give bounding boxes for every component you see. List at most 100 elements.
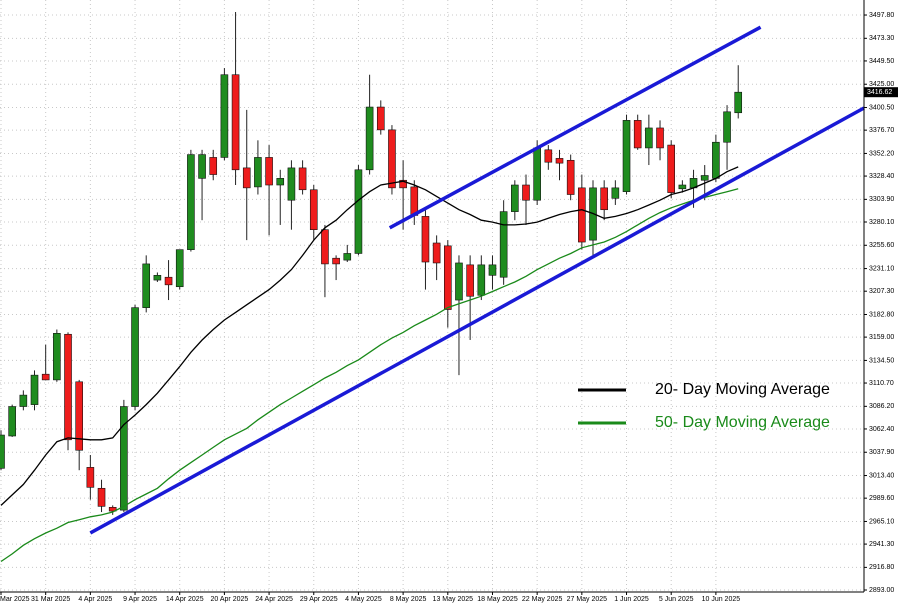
candle-body <box>410 186 419 216</box>
candle-body <box>343 253 352 261</box>
candle-body <box>175 249 184 288</box>
x-tick-label: 9 Apr 2025 <box>123 596 157 603</box>
candle-body <box>287 167 296 201</box>
candle-body <box>120 406 128 511</box>
y-tick-label: 3134.50 <box>869 357 894 364</box>
candle-body <box>19 394 28 407</box>
x-tick-label: 24 Apr 2025 <box>255 596 293 603</box>
candle-body <box>254 157 262 188</box>
candle-body <box>198 154 206 179</box>
x-tick-label: 27 May 2025 <box>567 596 608 603</box>
y-tick-label: 2965.10 <box>869 518 894 525</box>
x-tick-label: 14 Apr 2025 <box>166 596 204 603</box>
y-tick-label: 3110.70 <box>869 380 894 387</box>
candle-body <box>30 374 39 405</box>
candle-body <box>309 189 318 230</box>
legend-label: 20- Day Moving Average <box>655 381 830 398</box>
x-tick-label: 29 Apr 2025 <box>300 596 338 603</box>
x-tick-label: 5 Jun 2025 <box>659 596 694 603</box>
candle-body <box>667 144 676 193</box>
candle-body <box>432 242 441 264</box>
y-tick-label: 3037.90 <box>869 449 894 456</box>
candle-body <box>108 506 117 512</box>
legend-label: 50- Day Moving Average <box>655 414 830 431</box>
candle-body <box>443 245 452 310</box>
y-tick-label: 3303.90 <box>869 196 894 203</box>
candle-body <box>209 157 218 175</box>
candle-body <box>712 141 720 179</box>
x-tick-label: 22 May 2025 <box>522 596 563 603</box>
x-tick-label: 4 Apr 2025 <box>78 596 112 603</box>
candle-body <box>734 91 743 114</box>
candle-body <box>544 149 553 163</box>
trendline <box>388 25 762 230</box>
price-tag <box>864 87 898 98</box>
candle-body <box>187 154 195 250</box>
y-tick-label: 3449.50 <box>869 58 894 65</box>
candle-body <box>131 307 139 407</box>
y-tick-label: 3231.10 <box>869 265 894 272</box>
candle-body <box>365 106 374 171</box>
x-tick-label: 10 Jun 2025 <box>702 596 741 603</box>
candle-body <box>75 381 83 451</box>
y-tick-label: 2941.30 <box>869 541 894 548</box>
candle-body <box>142 263 151 308</box>
price-tag-label: 3416.62 <box>867 89 892 96</box>
candle-body <box>0 434 5 469</box>
candle-body <box>86 467 95 488</box>
candle-body <box>466 264 474 297</box>
candle-body <box>276 178 285 186</box>
y-tick-label: 3207.30 <box>869 288 894 295</box>
y-tick-label: 2893.00 <box>869 587 894 594</box>
candle-body <box>8 406 16 437</box>
y-tick-label: 3352.20 <box>869 150 894 157</box>
candle-body <box>477 264 486 296</box>
candle-body <box>64 333 72 441</box>
x-tick-label: 31 Mar 2025 <box>31 596 70 603</box>
candle-body <box>265 157 273 186</box>
candle-body <box>332 257 340 265</box>
candle-body <box>388 129 396 189</box>
candle-body <box>700 175 709 181</box>
y-tick-label: 3086.20 <box>869 403 894 410</box>
y-tick-label: 3255.60 <box>869 242 894 249</box>
candle-body <box>399 179 407 189</box>
candle-body <box>723 111 731 143</box>
y-tick-label: 3280.10 <box>869 219 894 226</box>
candle-body <box>533 147 541 201</box>
candle-body <box>633 120 642 149</box>
candle-body <box>421 216 430 263</box>
candle-body <box>566 159 575 195</box>
y-tick-label: 3425.00 <box>869 81 894 88</box>
y-tick-label: 3328.40 <box>869 173 894 180</box>
candle-body <box>511 184 519 212</box>
candle-body <box>578 187 586 243</box>
candle-body <box>499 211 508 278</box>
candle-body <box>522 184 530 201</box>
candle-body <box>97 487 106 507</box>
candle-body <box>41 373 50 381</box>
candle-body <box>164 276 173 286</box>
x-tick-label: 18 May 2025 <box>477 596 518 603</box>
candle-body <box>455 262 463 301</box>
candle-body <box>298 167 307 191</box>
y-tick-label: 3400.50 <box>869 104 894 111</box>
y-tick-label: 2916.80 <box>869 564 894 571</box>
candle-body <box>611 187 620 199</box>
candle-body <box>645 127 653 149</box>
x-tick-label: 20 Apr 2025 <box>211 596 249 603</box>
candle-body <box>656 127 664 149</box>
x-tick-label: Mar 2025 <box>0 596 30 603</box>
y-tick-label: 3473.30 <box>869 35 894 42</box>
candle-body <box>231 74 240 171</box>
y-tick-label: 3013.40 <box>869 472 894 479</box>
x-tick-label: 8 May 2025 <box>390 596 427 603</box>
x-tick-label: 4 May 2025 <box>345 596 382 603</box>
candle-body <box>555 158 564 164</box>
y-tick-label: 3062.40 <box>869 426 894 433</box>
x-tick-label: 13 May 2025 <box>433 596 474 603</box>
candle-body <box>153 275 162 281</box>
moving-average-line <box>0 188 739 563</box>
y-tick-label: 3159.00 <box>869 334 894 341</box>
